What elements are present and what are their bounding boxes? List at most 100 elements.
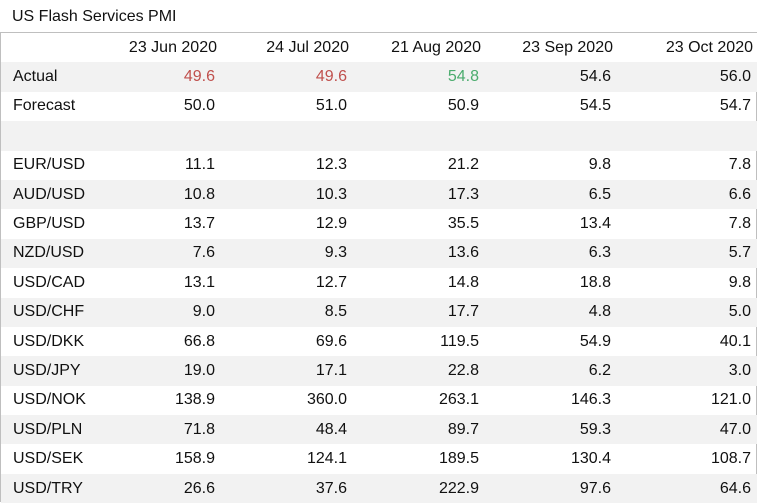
- table-cell: 124.1: [306, 450, 347, 468]
- table-cell: 56.0: [617, 62, 757, 92]
- table-row: GBP/USD 13.7 12.9 35.5 13.4 7.8: [1, 209, 757, 238]
- table-cell: 14.8: [447, 273, 479, 291]
- table-cell: 138.9: [174, 391, 215, 409]
- table-cell: 51.0: [315, 97, 347, 115]
- table-cell: 17.1: [221, 356, 353, 386]
- column-header: 21 Aug 2020: [353, 33, 485, 63]
- row-label: NZD/USD: [1, 238, 91, 269]
- table-cell: 13.1: [183, 273, 215, 291]
- table-cell: 11.1: [185, 156, 215, 174]
- table-cell: 13.6: [353, 238, 485, 269]
- table-cell: 89.7: [353, 415, 485, 445]
- table-cell: 6.6: [617, 179, 757, 210]
- table-row: USD/CAD 13.1 12.7 14.8 18.8 9.8: [1, 268, 757, 297]
- table-cell: 9.0: [91, 297, 221, 327]
- table-cell: 5.7: [617, 238, 757, 269]
- table-row: NZD/USD 7.6 9.3 13.6 6.3 5.7: [1, 238, 757, 269]
- table-cell: 7.8: [728, 156, 751, 174]
- table-cell: 222.9: [353, 473, 485, 503]
- table-cell: 7.8: [728, 215, 751, 233]
- table-cell: 6.3: [485, 238, 617, 269]
- row-label: USD/CAD: [13, 273, 86, 291]
- table-cell: 13.4: [579, 215, 611, 233]
- table-cell: 121.0: [710, 391, 751, 409]
- table-row: USD/JPY 19.0 17.1 22.8 6.2 3.0: [1, 356, 757, 386]
- column-header: 23 Oct 2020: [617, 33, 757, 63]
- table-cell: 9.8: [588, 156, 611, 174]
- table-cell: 146.3: [570, 391, 611, 409]
- table-row: Actual 49.6 49.6 54.8 54.6 56.0: [1, 62, 757, 92]
- table-cell: 9.3: [221, 238, 353, 269]
- table-cell: 6.2: [485, 356, 617, 386]
- table-cell: 17.7: [353, 297, 485, 327]
- table-row: USD/PLN 71.8 48.4 89.7 59.3 47.0: [1, 415, 757, 445]
- table-cell: 130.4: [570, 450, 611, 468]
- table-cell: 189.5: [438, 450, 479, 468]
- table-cell: 22.8: [353, 356, 485, 386]
- table-cell: 26.6: [91, 473, 221, 503]
- table-cell: 19.0: [91, 356, 221, 386]
- table-cell: 4.8: [485, 297, 617, 327]
- table-cell: 10.8: [91, 179, 221, 210]
- row-label: USD/TRY: [1, 473, 91, 503]
- row-label: EUR/USD: [13, 156, 86, 174]
- row-label: USD/NOK: [13, 391, 86, 409]
- table-cell: 9.8: [728, 273, 751, 291]
- table-row: [1, 121, 757, 151]
- column-header: 23 Sep 2020: [485, 33, 617, 63]
- table-cell: 97.6: [485, 473, 617, 503]
- table-cell: 40.1: [719, 332, 751, 350]
- table-cell: [485, 121, 617, 151]
- row-label: USD/DKK: [13, 332, 85, 350]
- table-cell: 12.7: [315, 273, 347, 291]
- table-cell: [221, 121, 353, 151]
- table-cell: 49.6: [221, 62, 353, 92]
- table-cell: 13.7: [183, 215, 215, 233]
- table-cell: 49.6: [91, 62, 221, 92]
- table-cell: 69.6: [315, 332, 347, 350]
- table-row: USD/TRY 26.6 37.6 222.9 97.6 64.6: [1, 473, 757, 503]
- row-label: USD/SEK: [13, 450, 84, 468]
- column-header: [1, 33, 91, 63]
- page-title: US Flash Services PMI: [12, 8, 177, 25]
- table-cell: 37.6: [221, 473, 353, 503]
- row-label: AUD/USD: [1, 179, 91, 210]
- table-cell: 360.0: [306, 391, 347, 409]
- table-row: Forecast 50.0 51.0 50.9 54.5 54.7: [1, 92, 757, 121]
- row-label: Forecast: [13, 97, 76, 115]
- table-cell: 54.5: [579, 97, 611, 115]
- pmi-table: 23 Jun 2020 24 Jul 2020 21 Aug 2020 23 S…: [1, 33, 757, 503]
- table-row: AUD/USD 10.8 10.3 17.3 6.5 6.6: [1, 179, 757, 210]
- row-label: USD/CHF: [1, 297, 91, 327]
- table-row: EUR/USD 11.1 12.3 21.2 9.8 7.8: [1, 151, 757, 180]
- table-row: USD/SEK 158.9 124.1 189.5 130.4 108.7: [1, 444, 757, 473]
- table-cell: 54.9: [579, 332, 611, 350]
- table-cell: 8.5: [221, 297, 353, 327]
- column-header: 23 Jun 2020: [91, 33, 221, 63]
- table-cell: 12.9: [315, 215, 347, 233]
- table-cell: 108.7: [710, 450, 751, 468]
- row-label: GBP/USD: [13, 215, 86, 233]
- table-row: USD/NOK 138.9 360.0 263.1 146.3 121.0: [1, 386, 757, 415]
- table-cell: 54.8: [353, 62, 485, 92]
- table-cell: 50.9: [447, 97, 479, 115]
- table-cell: 3.0: [617, 356, 757, 386]
- table-row: USD/CHF 9.0 8.5 17.7 4.8 5.0: [1, 297, 757, 327]
- row-label: USD/JPY: [1, 356, 91, 386]
- table-cell: 263.1: [438, 391, 479, 409]
- table-cell: 54.6: [485, 62, 617, 92]
- table-cell: 10.3: [221, 179, 353, 210]
- table-cell: 119.5: [440, 332, 479, 350]
- row-label: [1, 121, 91, 151]
- table-cell: 71.8: [91, 415, 221, 445]
- data-table-container: 23 Jun 2020 24 Jul 2020 21 Aug 2020 23 S…: [0, 32, 757, 503]
- table-cell: 12.3: [315, 156, 347, 174]
- table-cell: 47.0: [617, 415, 757, 445]
- table-cell: 59.3: [485, 415, 617, 445]
- table-cell: 50.0: [183, 97, 215, 115]
- table-cell: [91, 121, 221, 151]
- table-header-row: 23 Jun 2020 24 Jul 2020 21 Aug 2020 23 S…: [1, 33, 757, 63]
- table-row: USD/DKK 66.8 69.6 119.5 54.9 40.1: [1, 327, 757, 356]
- table-cell: 64.6: [617, 473, 757, 503]
- table-cell: 48.4: [221, 415, 353, 445]
